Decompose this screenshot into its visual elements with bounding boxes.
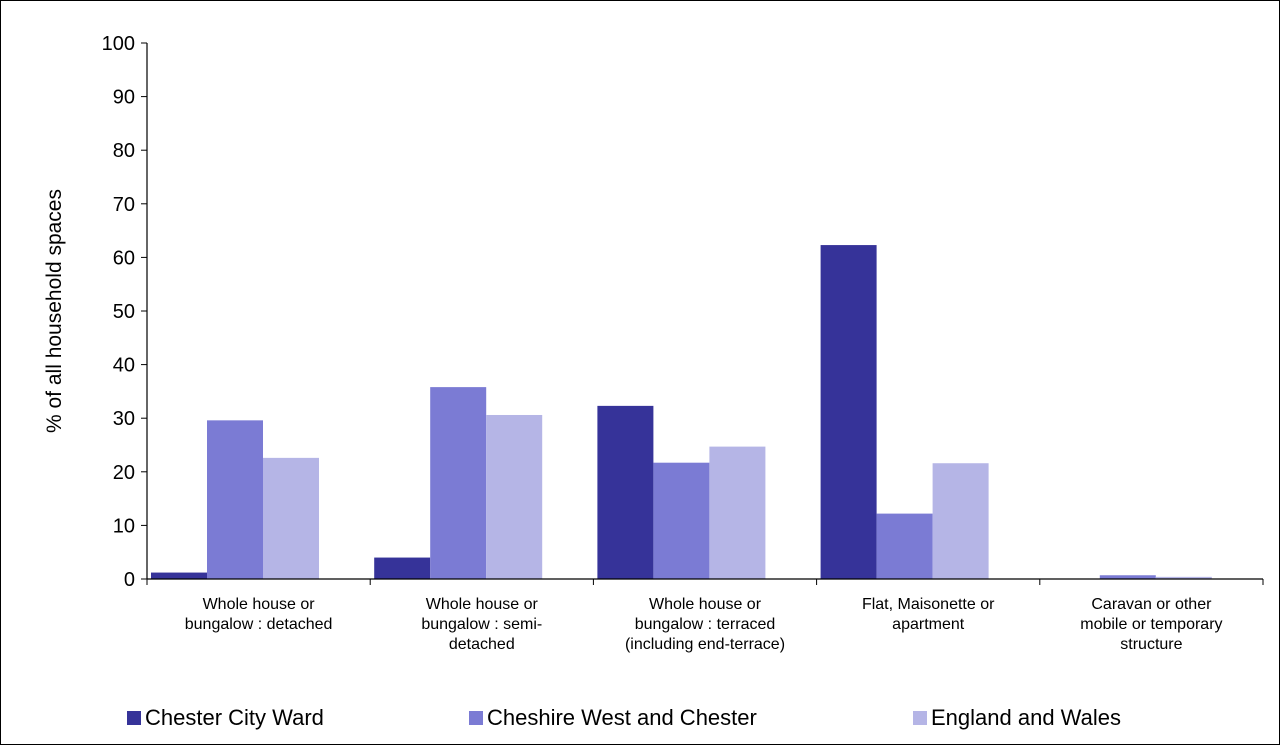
legend-swatch bbox=[913, 711, 927, 725]
x-category-label: Whole house or bungalow : detached bbox=[185, 596, 333, 633]
x-category-label-line: bungalow : terraced bbox=[635, 616, 776, 633]
legend-swatch bbox=[127, 711, 141, 725]
x-category-label-line: apartment bbox=[892, 616, 965, 633]
bar-cheshire-west-and-chester-0 bbox=[207, 420, 263, 579]
x-category-label-line: detached bbox=[449, 636, 515, 653]
x-category-label: Whole house or bungalow : terraced (includ… bbox=[625, 596, 785, 653]
x-category-label-line: bungalow : semi- bbox=[421, 616, 542, 633]
y-tick-label: 70 bbox=[113, 194, 135, 216]
y-tick-label: 10 bbox=[113, 515, 135, 537]
x-category-label: Flat, Maisonette or apartment bbox=[862, 596, 995, 633]
x-category-label-line: mobile or temporary bbox=[1080, 616, 1222, 633]
x-category-label-line: Caravan or other bbox=[1091, 596, 1212, 613]
x-category-label-line: bungalow : detached bbox=[185, 616, 333, 633]
bar-chester-city-ward-3 bbox=[820, 245, 877, 579]
bar-chester-city-ward-0 bbox=[151, 572, 207, 579]
bar-england-and-wales-0 bbox=[263, 457, 319, 579]
y-axis-title: % of all household spaces bbox=[43, 189, 66, 433]
y-tick-label: 90 bbox=[113, 87, 135, 109]
bar-england-and-wales-2 bbox=[709, 446, 766, 579]
legend-label: Chester City Ward bbox=[145, 705, 324, 730]
x-category-label-line: Whole house or bbox=[426, 596, 539, 613]
x-category-label-line: structure bbox=[1120, 636, 1182, 653]
y-tick-label: 40 bbox=[113, 355, 135, 377]
x-category-label: Whole house or bungalow : semi-detached bbox=[421, 596, 542, 653]
y-tick-label: 30 bbox=[113, 408, 135, 430]
x-category-label-line: (including end-terrace) bbox=[625, 636, 785, 653]
y-tick-label: 0 bbox=[124, 569, 135, 591]
bar-england-and-wales-3 bbox=[932, 463, 989, 579]
bar-cheshire-west-and-chester-2 bbox=[653, 462, 710, 579]
bars bbox=[151, 245, 1212, 579]
x-category-label-line: Whole house or bbox=[203, 596, 316, 613]
y-tick-label: 60 bbox=[113, 247, 135, 269]
bar-chester-city-ward-2 bbox=[597, 405, 654, 579]
bar-cheshire-west-and-chester-3 bbox=[876, 513, 933, 579]
y-tick-label: 50 bbox=[113, 301, 135, 323]
legend: Chester City Ward Cheshire West and Chest… bbox=[127, 705, 1121, 730]
y-tick-label: 20 bbox=[113, 462, 135, 484]
y-axis-ticks: 0 10 20 30 40 50 60 70 80 90 100 bbox=[102, 33, 147, 591]
x-category-label-line: Whole house or bbox=[649, 596, 762, 613]
bar-england-and-wales-4 bbox=[1155, 576, 1212, 579]
x-category-label-line: Flat, Maisonette or bbox=[862, 596, 995, 613]
y-tick-label: 80 bbox=[113, 140, 135, 162]
bar-chester-city-ward-1 bbox=[374, 557, 431, 579]
bar-cheshire-west-and-chester-1 bbox=[430, 387, 487, 579]
x-category-label: Caravan or other mobile or temporary struc… bbox=[1080, 596, 1222, 653]
bar-cheshire-west-and-chester-4 bbox=[1099, 575, 1156, 579]
legend-swatch bbox=[469, 711, 483, 725]
y-tick-label: 100 bbox=[102, 33, 135, 55]
legend-label: England and Wales bbox=[931, 705, 1121, 730]
legend-label: Cheshire West and Chester bbox=[487, 705, 757, 730]
bar-england-and-wales-1 bbox=[486, 414, 543, 579]
axes bbox=[146, 43, 1264, 585]
